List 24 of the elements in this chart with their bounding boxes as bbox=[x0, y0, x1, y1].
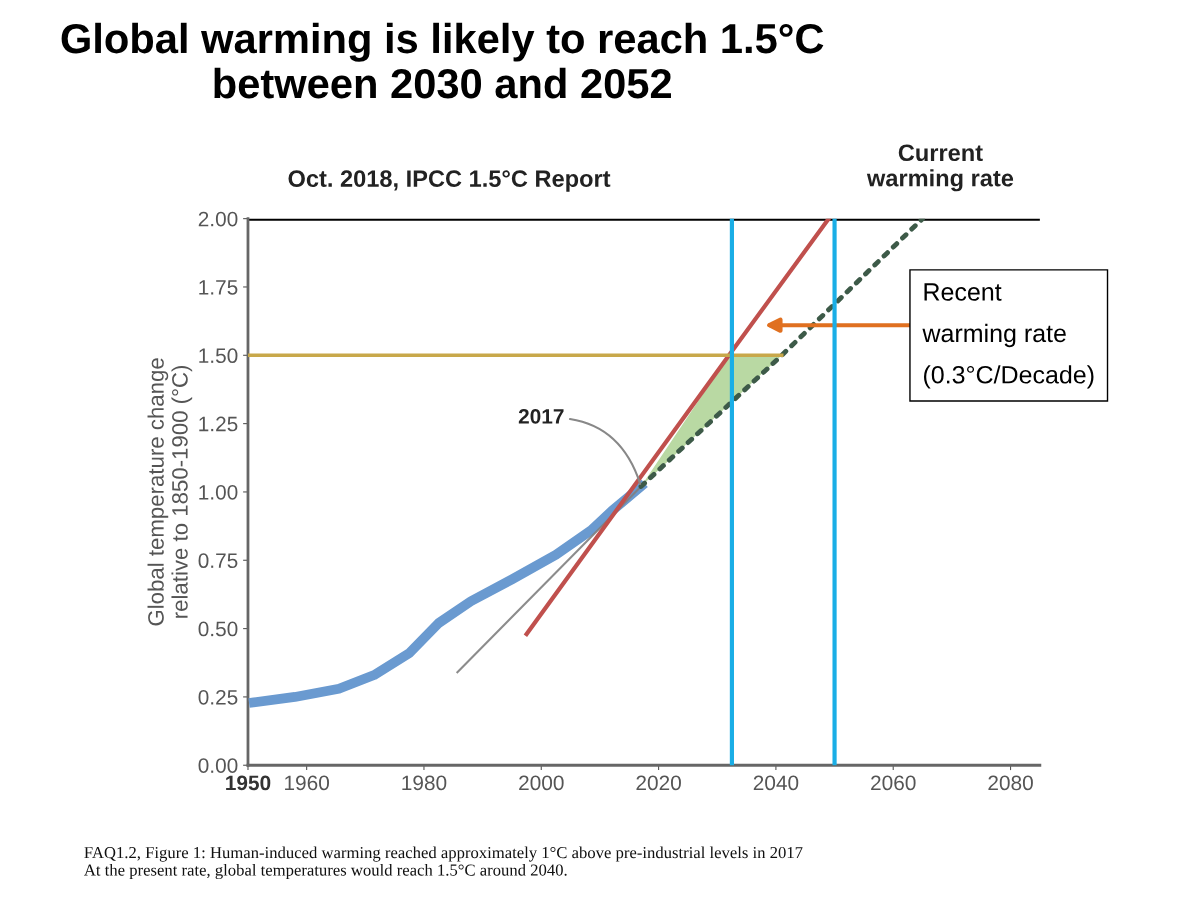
y-tick-label: 0.25 bbox=[198, 689, 238, 705]
x-tick-label: 2040 bbox=[753, 775, 799, 791]
x-tick-label: 1950 bbox=[226, 775, 271, 791]
y-tick-label: 1.50 bbox=[199, 348, 238, 364]
text: FAQ1.2, Figure 1: Human-induced warming reached approximately 1°C above pre-industrial levels in 2017 At the present rate, global temperatures would reach 1.5°C around 2040. bbox=[84, 846, 803, 880]
x-tick-label: 2060 bbox=[871, 775, 916, 791]
y-tick-label: 0.75 bbox=[198, 553, 238, 569]
annotation: Recent warming rate (0.3°C/Decade) bbox=[922, 283, 1094, 389]
x-tick-label: 1980 bbox=[402, 775, 447, 791]
annotation: 2017 bbox=[518, 408, 564, 424]
y-tick-label: 0.50 bbox=[198, 621, 238, 637]
x-tick-label: 2020 bbox=[636, 775, 681, 791]
chart-subtitle: Oct. 2018, IPCC 1.5°C Report bbox=[288, 170, 611, 192]
y-tick-label: 1.00 bbox=[199, 484, 238, 500]
x-tick-label: 2080 bbox=[988, 775, 1033, 791]
x-tick-label: 2000 bbox=[519, 775, 564, 791]
text: Current warming rate bbox=[866, 144, 1014, 192]
chart-title: Global warming is likely to reach 1.5°C between 2030 and 2052 bbox=[61, 22, 824, 99]
x-tick-label: 1960 bbox=[285, 775, 329, 791]
y-tick-label: 1.25 bbox=[199, 416, 238, 432]
y-axis-title: Global temperature change relative to 1850-1900 (°C) bbox=[147, 358, 193, 626]
y-tick-label: 2.00 bbox=[198, 211, 238, 227]
y-tick-label: 0.00 bbox=[198, 758, 238, 773]
y-tick-label: 1.75 bbox=[199, 280, 238, 295]
